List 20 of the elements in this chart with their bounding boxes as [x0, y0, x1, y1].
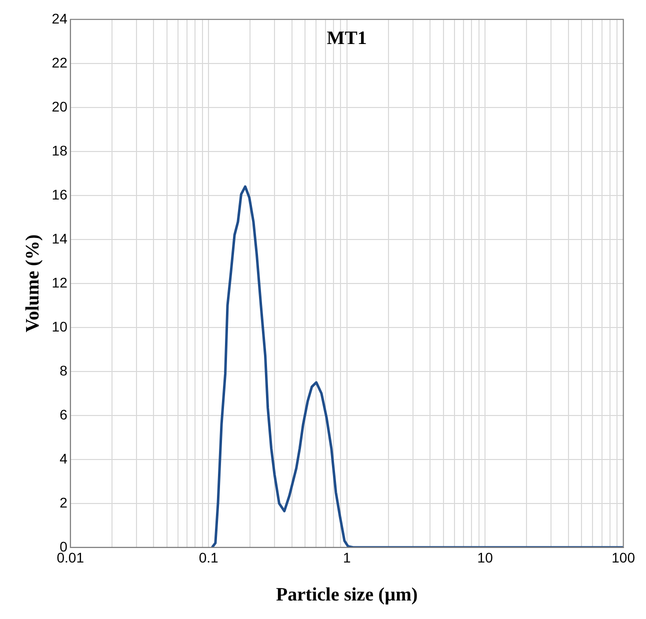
y-tick-label: 24	[52, 10, 68, 26]
y-tick-label: 16	[52, 186, 68, 202]
y-tick-label: 18	[52, 142, 68, 158]
y-tick-label: 22	[52, 54, 68, 70]
x-tick-label: 10	[477, 550, 494, 566]
x-tick-label: 0.1	[198, 550, 219, 566]
chart-title: MT1	[326, 28, 367, 49]
x-tick-label: 100	[612, 550, 636, 566]
x-axis-title: Particle size (µm)	[276, 584, 418, 606]
y-tick-label: 8	[60, 362, 68, 378]
y-tick-label: 0	[60, 538, 68, 554]
x-tick-label: 1	[342, 550, 351, 566]
y-tick-label: 6	[60, 406, 68, 422]
y-tick-label: 2	[60, 494, 68, 510]
y-tick-label: 20	[52, 98, 68, 114]
y-tick-label: 14	[52, 230, 68, 246]
y-tick-label: 4	[60, 450, 68, 466]
y-tick-label: 10	[52, 318, 68, 334]
y-tick-label: 12	[52, 274, 68, 290]
y-axis-title: Volume (%)	[22, 234, 44, 332]
